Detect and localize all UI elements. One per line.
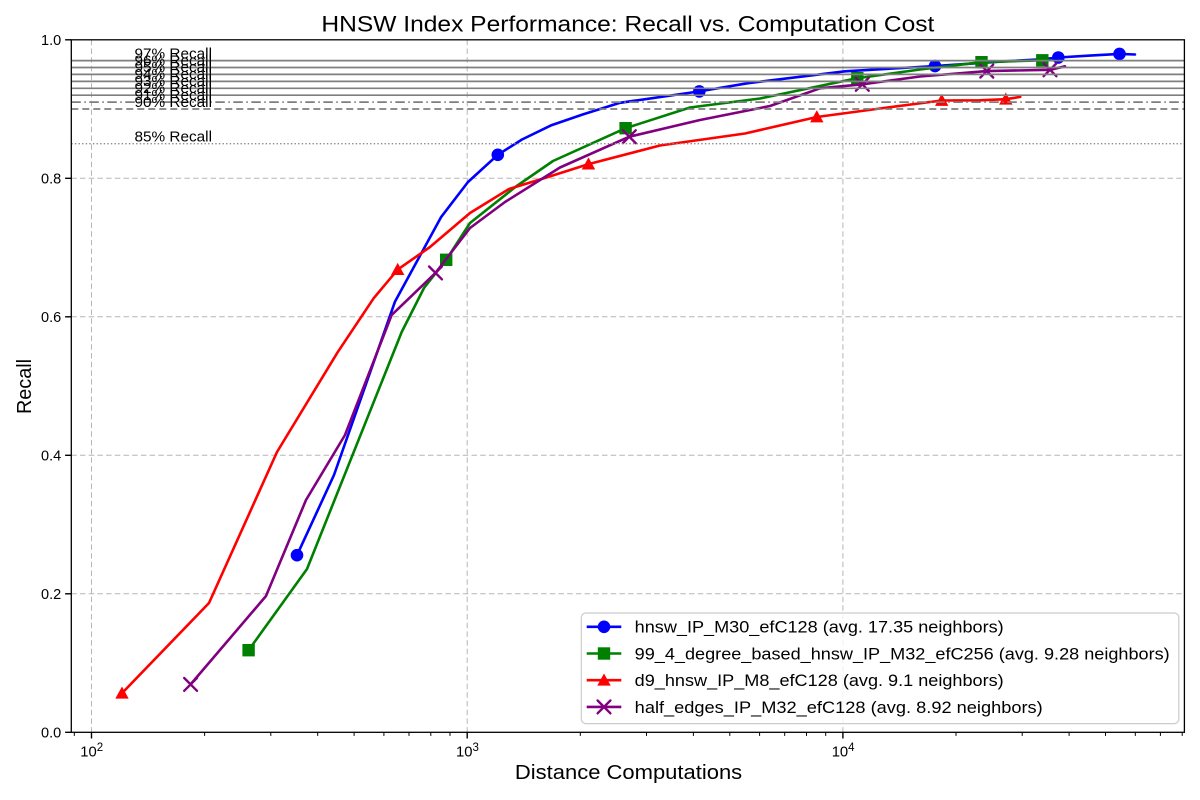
svg-text:1.0: 1.0 (41, 33, 61, 49)
svg-text:d9_hnsw_IP_M8_efC128 (avg. 9.1: d9_hnsw_IP_M8_efC128 (avg. 9.1 neighbors… (635, 671, 1004, 690)
svg-text:Distance Computations: Distance Computations (515, 762, 742, 784)
svg-text:90% Recall: 90% Recall (135, 95, 213, 111)
svg-text:96% Recall: 96% Recall (135, 53, 213, 69)
svg-text:half_edges_IP_M32_efC128 (avg.: half_edges_IP_M32_efC128 (avg. 8.92 neig… (635, 698, 1043, 717)
svg-text:0.6: 0.6 (41, 310, 61, 326)
svg-text:85% Recall: 85% Recall (135, 130, 213, 146)
svg-text:Recall: Recall (14, 359, 36, 414)
svg-text:0.2: 0.2 (41, 587, 61, 603)
svg-text:95% Recall: 95% Recall (135, 60, 213, 76)
svg-text:hnsw_IP_M30_efC128 (avg. 17.35: hnsw_IP_M30_efC128 (avg. 17.35 neighbors… (635, 618, 1004, 637)
svg-text:91% Recall: 91% Recall (135, 88, 213, 104)
svg-text:99_4_degree_based_hnsw_IP_M32_: 99_4_degree_based_hnsw_IP_M32_efC256 (av… (635, 644, 1170, 663)
svg-text:0.0: 0.0 (41, 726, 61, 742)
svg-text:0.8: 0.8 (41, 172, 61, 188)
svg-text:0.4: 0.4 (41, 449, 61, 465)
svg-text:93% Recall: 93% Recall (135, 74, 213, 90)
svg-text:92% Recall: 92% Recall (135, 81, 213, 97)
svg-text:HNSW Index Performance: Recall: HNSW Index Performance: Recall vs. Compu… (321, 11, 934, 36)
svg-text:97% Recall: 97% Recall (135, 46, 213, 62)
svg-text:94% Recall: 94% Recall (135, 67, 213, 83)
